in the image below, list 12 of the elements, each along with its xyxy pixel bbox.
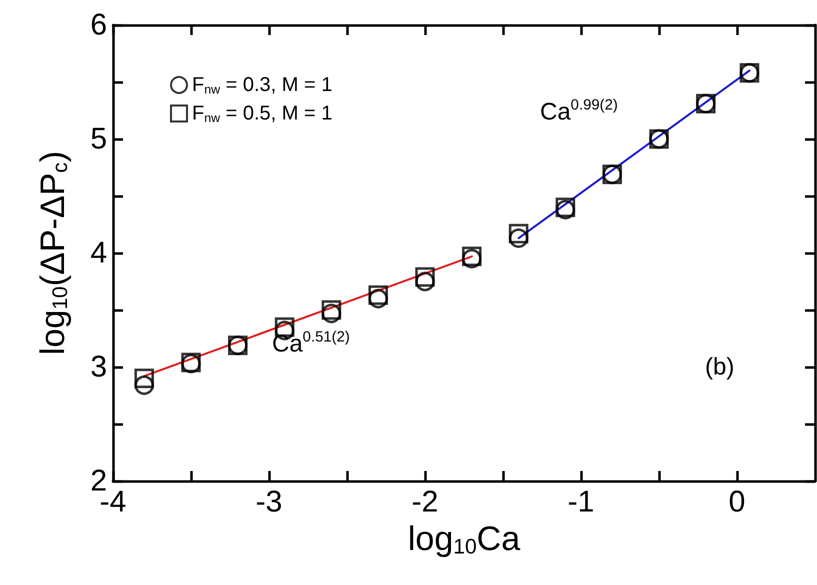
y-tick-label: 6 xyxy=(90,8,107,42)
y-tick-label: 3 xyxy=(90,350,107,384)
x-tick-label: 0 xyxy=(728,486,746,518)
y-axis-title: log10(ΔP-ΔPc) xyxy=(34,150,72,356)
x-axis-title: log10Ca xyxy=(408,520,520,558)
annotation: (b) xyxy=(705,354,734,380)
y-tick-label: 2 xyxy=(90,464,107,498)
x-tick-label: -1 xyxy=(568,486,594,518)
y-tick-label: 4 xyxy=(90,236,107,270)
x-tick-label: -2 xyxy=(412,486,438,518)
y-tick-label: 5 xyxy=(90,122,107,156)
x-tick-label: -3 xyxy=(256,486,282,518)
